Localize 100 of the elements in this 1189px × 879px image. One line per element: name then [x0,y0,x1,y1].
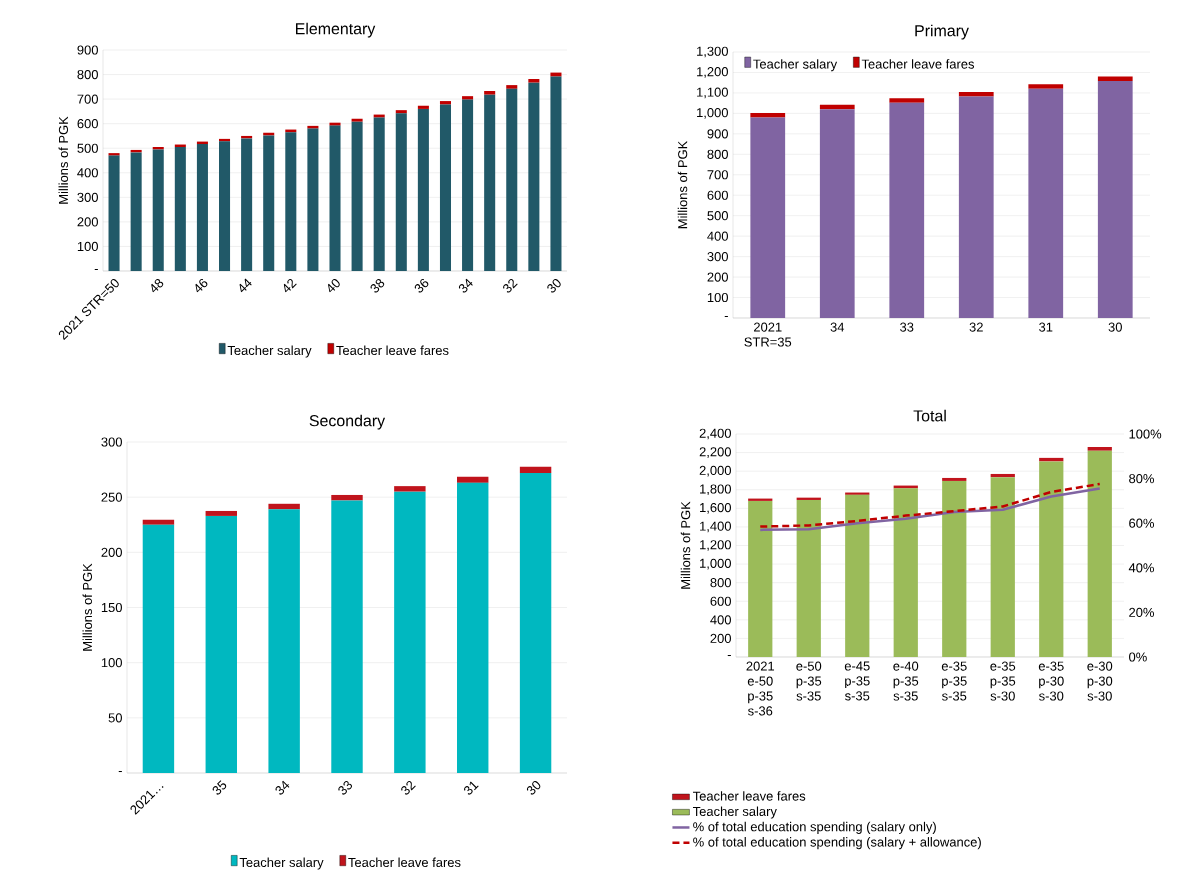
bar [484,91,496,95]
y-tick-label: 900 [707,129,728,139]
legend-label: Teacher salary [227,345,312,358]
bar [845,494,870,657]
bar [331,500,363,773]
bar [893,488,918,657]
y-tick-label: 1,300 [697,46,728,58]
y-tick-label: 1,200 [697,67,728,78]
bar [417,105,429,109]
bar [1039,461,1064,657]
bar [457,482,489,773]
y-tick-label: 1,000 [697,108,728,119]
x-tick-label: 30 [547,279,561,293]
y-tick-label: 200 [707,272,728,282]
bar [395,110,407,114]
x-tick-label: 34 [275,780,290,795]
bar [174,146,186,271]
bar [108,153,120,156]
bar [205,515,237,773]
bar [506,85,518,89]
bar [506,88,518,271]
y-tick-label: 800 [710,578,731,588]
x-tick-label: 32 [503,278,518,293]
y-axis-title: Millions of PGK [58,116,69,204]
bar [307,125,319,129]
y-tick-label: - [94,269,98,271]
y-tick-label: 100 [101,658,122,668]
bar [528,82,540,271]
y-tick-label: 200 [710,633,731,643]
y-tick-label: 1,400 [700,521,731,533]
x-tick-label: e-30 p-30 s-30 [1087,661,1113,701]
x-tick-label: e-45 p-35 s-35 [844,661,870,701]
y-tick-label: 50 [108,713,122,723]
y-tick-label: - [118,771,122,773]
bar [329,122,341,126]
y-tick-label: 2,400 [699,428,731,440]
bar [439,101,451,105]
bar [142,524,175,773]
x-tick-label: 48 [151,278,164,293]
x-tick-label: 2021 STR=35 [744,322,792,347]
bar [519,466,552,473]
y-tick-label: 300 [101,437,122,447]
x-tick-label: 36 [414,278,429,293]
x-tick-label: e-50 p-35 s-35 [796,661,822,701]
y-axis-title: Millions of PGK [677,140,688,229]
y-axis-title: Millions of PGK [82,563,93,651]
y-tick-label: 600 [77,119,98,129]
y-tick-label: 1,800 [700,484,731,496]
bar [942,477,967,481]
y-tick-label: 250 [101,492,122,502]
y-tick-label: 1,100 [697,87,728,99]
bar [484,94,496,271]
x-tick-label: 31 [1039,322,1053,332]
y-tick-label: 2,200 [699,447,731,458]
y2-tick-label: 100% [1129,429,1162,439]
chart-title: Elementary [296,22,376,38]
x-tick-label: 30 [526,781,541,795]
bar [196,144,208,271]
y2-tick-label: 0% [1129,652,1147,662]
chart-title: Secondary [309,414,386,430]
bar [351,118,363,122]
bar [750,117,786,318]
bar [263,135,275,271]
y-tick-label: 200 [77,217,98,227]
bar [550,76,562,271]
y-tick-label: 800 [77,69,98,80]
x-tick-label: 34 [830,322,845,332]
bar [990,477,1015,657]
bar [748,500,773,657]
x-tick-label: 35 [212,780,227,795]
y-tick-label: 800 [707,149,728,159]
bar [796,499,821,657]
bar [329,125,341,271]
y-tick-label: 700 [707,170,728,180]
bar [439,104,451,271]
legend-label: Teacher salary [692,806,777,819]
y-tick-label: - [724,316,728,318]
bar [395,113,407,271]
y-tick-label: 150 [101,602,122,613]
y-tick-label: 1,200 [700,540,731,551]
x-tick-label: e-35 p-35 s-35 [941,661,967,701]
bar [219,141,231,271]
y-tick-label: 300 [77,192,98,202]
y-tick-label: 400 [710,615,731,625]
bar [462,96,474,100]
x-tick-label: 42 [283,278,297,293]
bar [285,132,297,271]
bar [942,480,967,657]
bar [130,152,142,271]
y2-tick-label: 20% [1129,607,1154,617]
x-tick-label: 33 [900,322,914,332]
bar [1028,84,1064,89]
x-tick-label: e-35 p-30 s-30 [1038,661,1064,701]
x-tick-label: 34 [458,278,473,293]
chart-title: Primary [915,24,969,40]
bar [108,155,120,271]
y-axis-title: Millions of PGK [680,501,691,589]
bar [889,102,925,318]
bar [351,121,363,271]
y-tick-label: - [727,655,731,657]
